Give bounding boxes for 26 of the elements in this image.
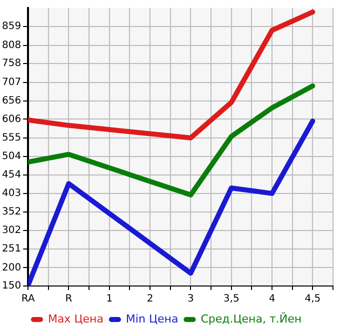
legend-label: Max Цена xyxy=(48,312,104,326)
y-tick-label: 251 xyxy=(2,244,22,255)
y-tick-label: 352 xyxy=(2,206,22,218)
x-tick-label: 4,5 xyxy=(304,294,321,305)
y-tick-label: 555 xyxy=(2,132,22,144)
y-tick-label: 656 xyxy=(2,96,22,107)
legend-label: Min Цена xyxy=(126,312,178,326)
x-tick-label: RA xyxy=(21,294,35,305)
y-tick-label: 302 xyxy=(2,224,22,236)
y-tick-label: 808 xyxy=(2,40,22,51)
x-tick-label: 3,5 xyxy=(223,294,240,305)
x-tick-label: 2 xyxy=(146,294,154,305)
y-tick-label: 504 xyxy=(2,151,22,162)
x-tick-label: 1 xyxy=(106,294,113,305)
y-tick-label: 200 xyxy=(2,262,22,274)
legend-label: Сред.Цена, т.Йен xyxy=(200,311,302,326)
y-tick-label: 150 xyxy=(2,280,22,292)
y-tick-label: 707 xyxy=(2,76,22,88)
y-tick-label: 859 xyxy=(2,21,22,32)
x-tick-label: 3 xyxy=(188,294,194,305)
y-tick-label: 758 xyxy=(2,58,22,70)
x-tick-label: 4 xyxy=(268,294,276,305)
y-tick-label: 454 xyxy=(2,169,22,180)
x-tick-label: R xyxy=(65,294,72,305)
y-tick-label: 403 xyxy=(2,188,22,200)
y-tick-label: 606 xyxy=(2,114,22,125)
